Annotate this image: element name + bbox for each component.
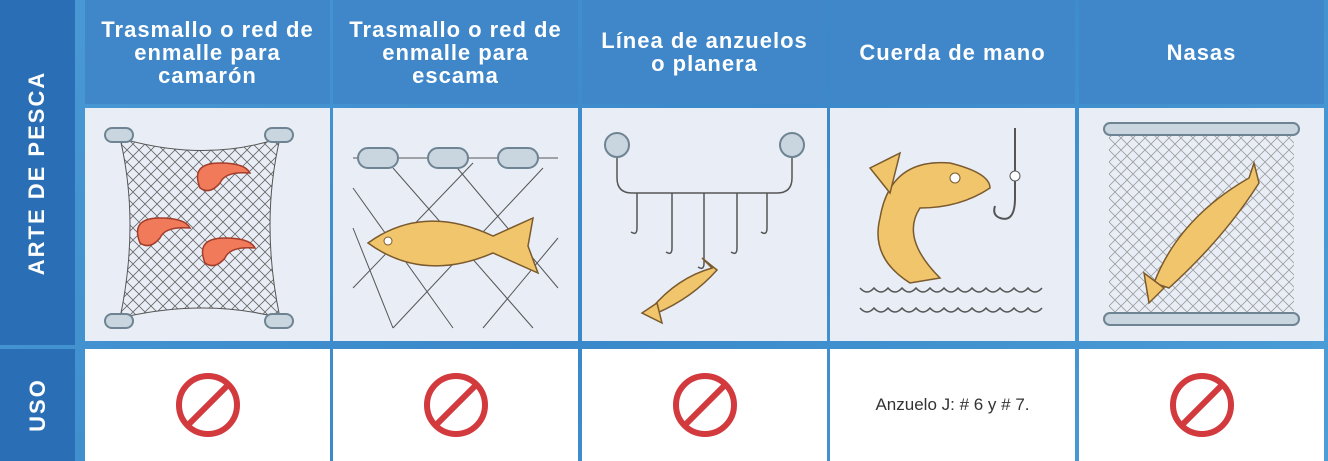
illustration-cell	[333, 108, 578, 341]
illustration-cell	[830, 108, 1075, 341]
gill-net-illustration	[352, 147, 559, 329]
usage-cell	[1079, 349, 1324, 461]
prohibited-icon	[423, 373, 488, 437]
usage-cell: Anzuelo J: # 6 y # 7.	[830, 349, 1075, 461]
header-text: Nasas	[1166, 39, 1237, 65]
row-label: USO	[24, 378, 50, 432]
illustration-cell	[1079, 108, 1324, 341]
illustration-cell	[582, 108, 827, 341]
usage-cell	[333, 349, 578, 461]
prohibited-icon	[672, 373, 737, 437]
header-text: Trasmallo o red de enmalle para escama	[349, 16, 562, 88]
header-text: Cuerda de mano	[859, 39, 1046, 65]
column-header: Cuerda de mano	[830, 0, 1075, 104]
usage-text: Anzuelo J: # 6 y # 7.	[875, 395, 1030, 414]
header-text: Trasmallo o red de enmalle para camarón	[101, 16, 314, 88]
row-label: ARTE DE PESCA	[24, 70, 50, 275]
row-label-cell: USO	[0, 349, 75, 461]
trap-illustration	[1103, 122, 1300, 326]
usage-cell	[582, 349, 827, 461]
row-label-cell: ARTE DE PESCA	[0, 0, 75, 345]
header-text: Línea de anzuelos o planera	[601, 28, 808, 76]
prohibited-icon	[1169, 373, 1234, 437]
usage-cell	[85, 349, 330, 461]
longline-illustration	[604, 132, 805, 325]
shrimp-net-illustration	[104, 127, 294, 329]
column-header: Nasas	[1079, 0, 1324, 104]
column-header: Línea de anzuelos o planera	[582, 0, 827, 104]
column-header: Trasmallo o red de enmalle para camarón	[85, 0, 330, 104]
column-header: Trasmallo o red de enmalle para escama	[333, 0, 578, 104]
illustration-cell	[85, 108, 330, 341]
prohibited-icon	[175, 373, 240, 437]
handline-illustration	[859, 128, 1043, 313]
